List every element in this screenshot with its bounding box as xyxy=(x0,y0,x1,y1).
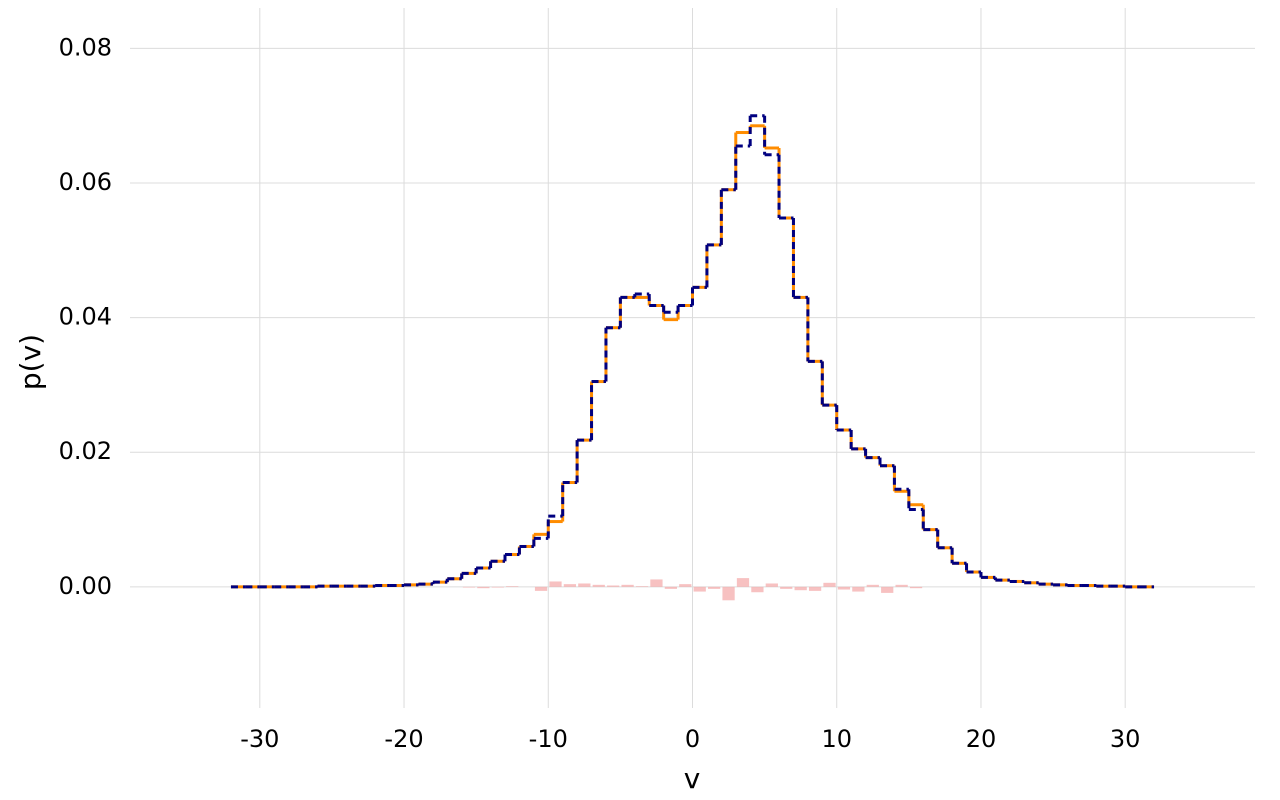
residual-bar xyxy=(592,584,605,587)
residual-bar xyxy=(635,586,649,587)
x-tick-label: 10 xyxy=(821,725,852,753)
x-axis-label: v xyxy=(684,762,701,795)
residual-bar xyxy=(765,583,778,587)
residual-bar xyxy=(578,583,591,587)
x-tick-label: 20 xyxy=(966,725,997,753)
y-tick-label: 0.00 xyxy=(59,572,112,600)
residual-bar xyxy=(679,584,692,587)
x-tick-label: 0 xyxy=(685,725,700,753)
x-tick-label: -10 xyxy=(529,725,568,753)
residual-bar xyxy=(823,582,836,587)
residual-bar xyxy=(708,586,721,589)
residual-bar xyxy=(751,586,764,593)
residual-bar xyxy=(780,586,793,589)
y-tick-label: 0.04 xyxy=(59,303,112,331)
x-tick-label: -20 xyxy=(384,725,423,753)
y-tick-label: 0.06 xyxy=(59,168,112,196)
residual-bar xyxy=(693,586,706,592)
residual-bar xyxy=(852,586,865,592)
residual-bar xyxy=(794,586,807,591)
residual-bar xyxy=(549,581,562,587)
residual-bar xyxy=(462,586,476,588)
y-tick-label: 0.02 xyxy=(59,437,112,465)
residual-bar xyxy=(563,584,577,587)
residual-bar xyxy=(534,586,548,591)
residual-bar xyxy=(837,586,851,590)
residual-bar xyxy=(607,585,620,587)
y-axis-label: p(v) xyxy=(14,334,47,390)
residual-bar xyxy=(491,586,504,588)
residual-bar xyxy=(808,586,822,591)
residual-bar xyxy=(650,579,663,587)
residual-bar xyxy=(722,586,735,601)
residual-bar xyxy=(866,584,879,587)
residual-bar xyxy=(664,586,677,589)
residual-bar xyxy=(881,586,894,593)
x-tick-label: -30 xyxy=(240,725,279,753)
residual-bar xyxy=(736,578,750,587)
y-tick-label: 0.08 xyxy=(59,33,112,61)
residual-bar xyxy=(621,584,634,587)
residual-bar xyxy=(895,584,908,587)
residual-bar xyxy=(909,586,923,589)
residual-bar xyxy=(506,586,519,587)
residual-bar xyxy=(477,586,490,589)
x-tick-label: 30 xyxy=(1110,725,1141,753)
